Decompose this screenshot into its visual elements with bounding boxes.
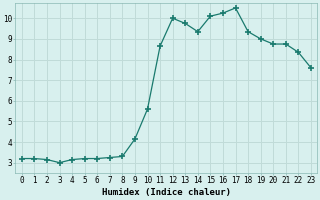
X-axis label: Humidex (Indice chaleur): Humidex (Indice chaleur) bbox=[102, 188, 231, 197]
